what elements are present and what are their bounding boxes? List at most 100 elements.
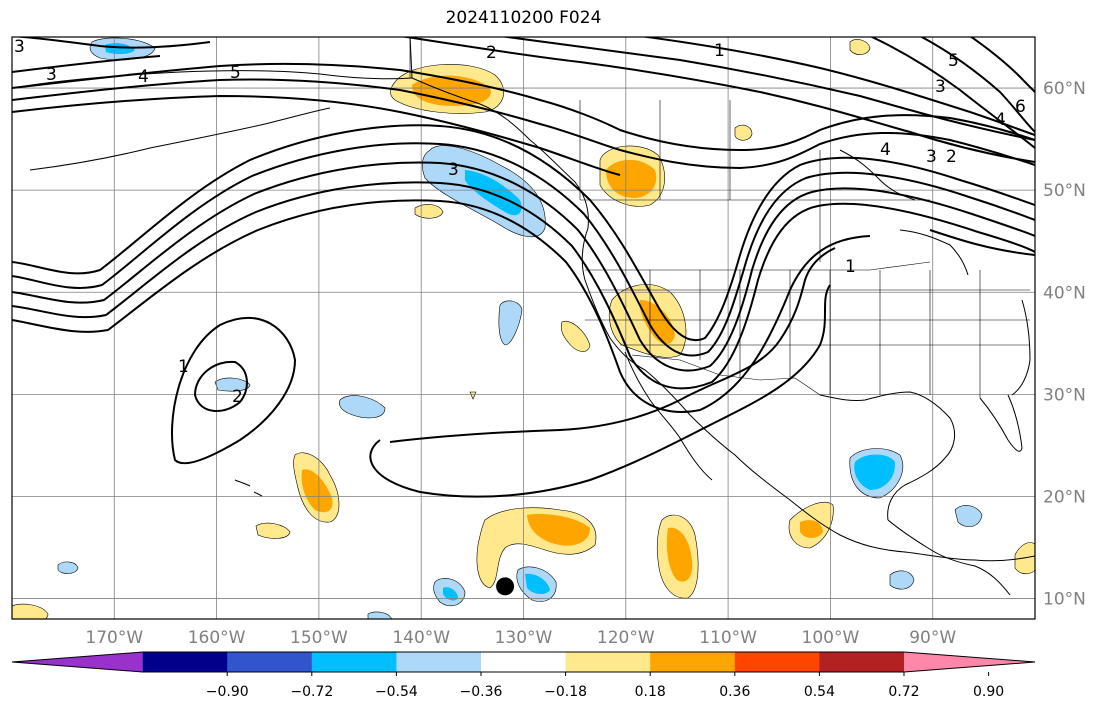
colorbar-cell [650, 652, 736, 672]
colorbar-tick-label: −0.54 [375, 684, 418, 700]
contour-label: 5 [948, 51, 959, 71]
latitude-labels: 10°N 20°N 30°N 40°N 50°N 60°N [1043, 79, 1086, 610]
contour-label: 3 [46, 65, 57, 85]
contour-label: 1 [178, 357, 189, 377]
positive-anomaly-small-1 [414, 204, 444, 219]
contour-jet-4 [12, 181, 1035, 390]
contour-west-2 [12, 55, 161, 73]
contour-label: 1 [714, 41, 725, 61]
great-lakes [899, 229, 969, 276]
negative-anomaly-small-1 [498, 300, 523, 346]
colorbar-tick-label: −0.90 [206, 684, 249, 700]
colorbar-tick-label: −0.72 [290, 684, 333, 700]
latitude-label: 10°N [1043, 590, 1086, 610]
contour-label: 5 [230, 63, 241, 83]
colorbar-tick-label: 0.36 [719, 684, 750, 700]
contour-jet-3 [12, 161, 1035, 372]
north-america-west-coast [409, 37, 1035, 562]
colorbar-cell [227, 652, 313, 672]
colorbar-tick-label: 0.18 [635, 684, 666, 700]
negative-anomaly-gulf-alaska-core [465, 170, 522, 216]
positive-anomaly-small-3 [734, 124, 753, 141]
colorbar-extend-min [12, 652, 143, 672]
contour-label: 3 [14, 37, 25, 57]
contour-jet-2 [12, 142, 1035, 357]
colorbar-cell [396, 652, 482, 672]
florida [979, 394, 1023, 452]
contour-low-outer [171, 316, 297, 465]
colorbar-tick-label: 0.54 [804, 684, 835, 700]
colorbar-extend-max [904, 652, 1035, 672]
colorbar-cell [481, 652, 567, 672]
contour-arctic-1 [399, 37, 1035, 163]
positive-anomaly-hawaii-core [301, 469, 333, 513]
negative-anomaly-small-7 [367, 611, 392, 619]
positive-anomaly-central-america-core [800, 520, 823, 538]
contour-subtropical-2 [389, 247, 836, 443]
contours [12, 37, 1035, 498]
latitude-label: 20°N [1043, 487, 1086, 507]
negative-anomaly-tropical-2-core [443, 587, 458, 601]
latitude-label: 40°N [1043, 283, 1086, 303]
baja-california [624, 351, 713, 481]
contour-alaska-3 [12, 94, 621, 176]
negative-anomaly-small-6 [57, 561, 79, 574]
contour-alaska-1 [12, 62, 1035, 152]
contour-northeast-3 [969, 37, 1035, 93]
contour-northeast-1 [869, 37, 1035, 149]
contour-arctic-2 [499, 37, 1035, 141]
latitude-label: 60°N [1043, 79, 1086, 99]
longitude-label: 100°W [802, 628, 860, 648]
longitude-label: 110°W [699, 628, 757, 648]
latitude-label: 30°N [1043, 385, 1086, 405]
contour-low-inner [193, 360, 248, 413]
colorbar-outline [11, 651, 1036, 673]
contour-label: 4 [995, 110, 1006, 130]
contour-label: 3 [935, 77, 946, 97]
contour-jet-1 [12, 124, 1035, 342]
longitude-label: 150°W [290, 628, 348, 648]
map-plot-area: 3 3 4 5 2 1 3 1 2 1 3 4 5 6 4 3 2 [12, 37, 1035, 619]
us-canada-border [585, 261, 931, 271]
contour-label: 3 [448, 160, 459, 180]
hawaii-islands [234, 479, 263, 497]
map-frame [11, 36, 1036, 620]
contour-northeast-2 [919, 37, 1035, 133]
colorbar-cell [565, 652, 651, 672]
gulf-of-mexico-coast [819, 391, 956, 521]
contour-label: 4 [880, 140, 891, 160]
colorbar-cell [734, 652, 820, 672]
positive-anomaly-small-5 [255, 522, 291, 539]
longitude-label: 90°W [909, 628, 956, 648]
colorbar-tick-label: −0.36 [460, 684, 503, 700]
plot-title: 2024110200 F024 [445, 8, 602, 28]
positive-anomaly-tropical-ring-core [527, 514, 590, 546]
negative-anomaly-tropical-1-core [525, 573, 550, 595]
positive-anomaly-small-7 [12, 603, 49, 619]
negative-anomaly-small-5 [889, 570, 915, 590]
location-marker [496, 577, 515, 596]
positive-anomaly-canada-core [606, 159, 657, 198]
aleutian-islands [29, 107, 331, 171]
colorbar-tick-label: 0.90 [973, 684, 1004, 700]
contour-label: 2 [232, 387, 243, 407]
contour-label: 2 [486, 43, 497, 63]
contour-jet-5 [12, 199, 621, 373]
contour-jet-6 [619, 235, 871, 413]
central-america [887, 519, 1011, 596]
longitude-label: 160°W [188, 628, 246, 648]
longitude-label: 120°W [597, 628, 655, 648]
contour-label-group: 3 3 4 5 2 1 3 1 2 1 3 4 5 6 4 3 2 [14, 37, 1026, 407]
latitude-label: 50°N [1043, 181, 1086, 201]
contour-alaska-2 [12, 78, 1035, 170]
contour-label: 6 [1015, 97, 1026, 117]
negative-anomaly-small-4-core [105, 43, 135, 55]
longitude-label: 130°W [495, 628, 553, 648]
positive-anomaly-tropical-2-core [666, 527, 693, 582]
contour-subtropical [369, 284, 831, 498]
colorbar-tick-label: −0.18 [544, 684, 587, 700]
contour-east-1 [929, 229, 1035, 256]
positive-anomaly-small-8 [469, 391, 477, 400]
positive-anomaly-california-core [639, 300, 675, 344]
